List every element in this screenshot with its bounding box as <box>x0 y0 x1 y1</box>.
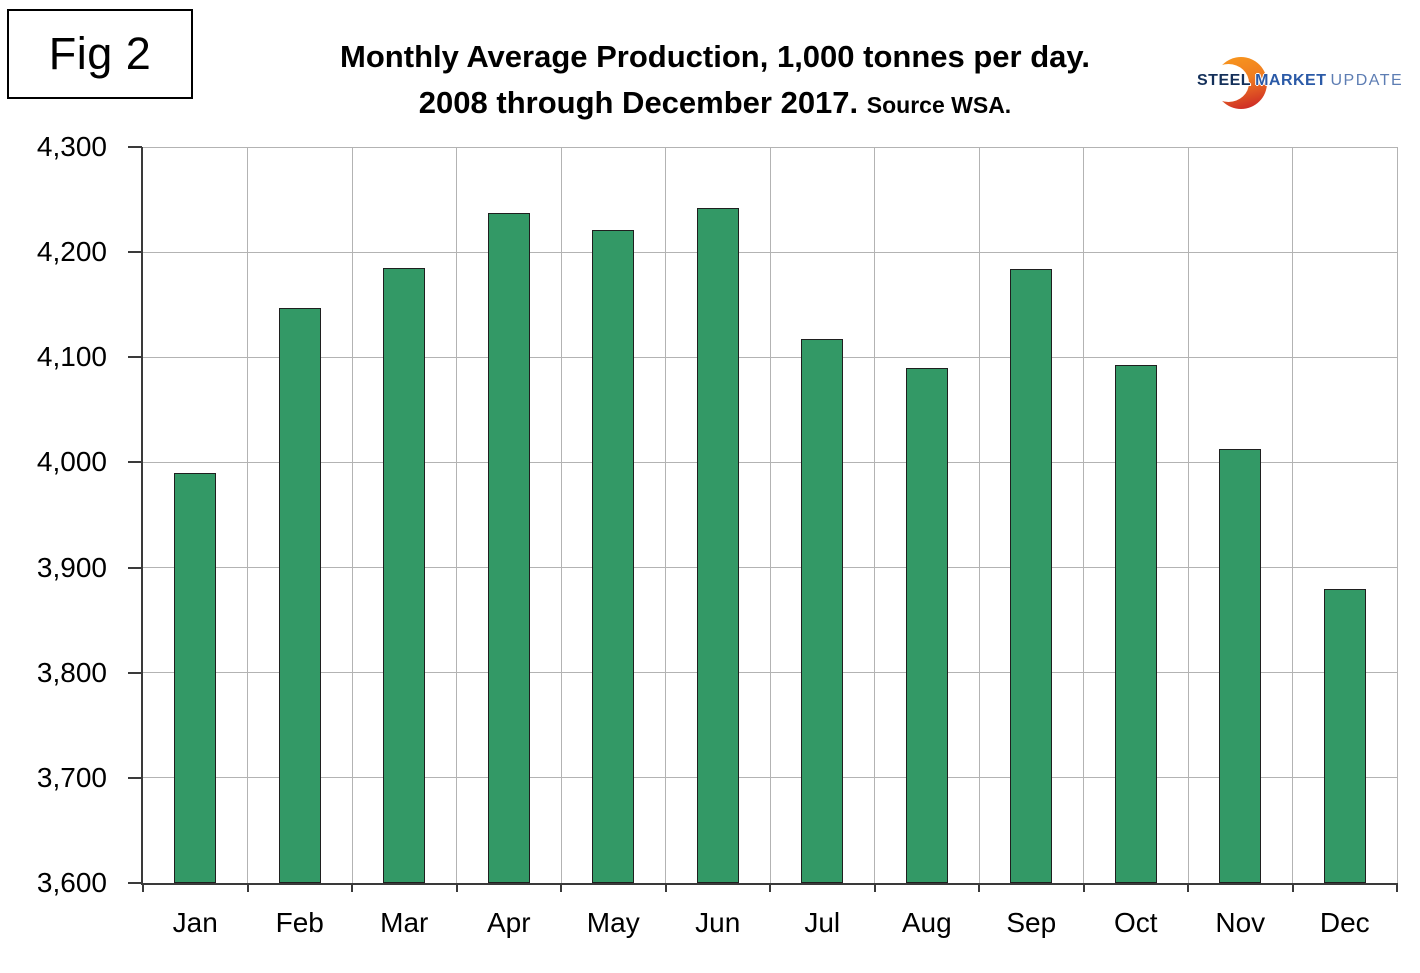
y-tick <box>128 776 142 779</box>
x-tick <box>769 883 771 892</box>
v-gridline <box>1292 147 1293 883</box>
x-tick-label: Jul <box>804 907 841 938</box>
y-tick-label: 3,800 <box>36 656 107 688</box>
figure-label-box: Fig 2 <box>7 9 193 99</box>
bar-nov <box>1219 448 1262 883</box>
bar-feb <box>278 307 321 883</box>
bar-jul <box>801 339 844 883</box>
y-tick <box>128 566 142 569</box>
y-tick-label: 3,600 <box>36 867 107 898</box>
chart-title-period: 2008 through December 2017. <box>418 85 859 120</box>
figure-label: Fig 2 <box>48 28 152 79</box>
y-tick <box>128 882 142 884</box>
x-tick-label: Jun <box>695 907 741 938</box>
y-tick-label: 3,700 <box>36 761 107 793</box>
bar-apr <box>487 213 530 883</box>
x-tick <box>351 883 353 892</box>
x-tick-label: May <box>586 907 640 938</box>
logo-crescent-icon <box>1208 57 1267 109</box>
v-gridline <box>247 147 248 883</box>
chart-title: Monthly Average Production, 1,000 tonnes… <box>250 34 1180 128</box>
y-tick <box>128 461 142 464</box>
x-tick-label: Oct <box>1113 907 1158 938</box>
v-gridline <box>456 147 457 883</box>
v-gridline <box>1083 147 1084 883</box>
x-tick <box>1082 883 1085 892</box>
y-tick-label: 4,200 <box>36 236 107 268</box>
y-axis-line <box>141 147 143 883</box>
y-tick <box>128 356 142 359</box>
chart-title-line2: 2008 through December 2017. Source WSA. <box>250 80 1180 128</box>
logo-text: STEEL MARKET UPDATE <box>1197 72 1403 90</box>
x-tick <box>1291 883 1294 892</box>
x-tick <box>1187 883 1189 892</box>
h-gridline <box>143 461 1397 463</box>
y-tick-label: 3,900 <box>36 551 107 583</box>
x-tick-label: Mar <box>380 907 429 938</box>
bar-aug <box>905 367 948 883</box>
x-tick <box>978 883 980 892</box>
y-tick <box>128 146 142 148</box>
bar-jan <box>174 472 217 883</box>
bar-sep <box>1010 268 1053 883</box>
x-tick <box>873 883 876 892</box>
h-gridline <box>143 672 1397 674</box>
x-tick-label: Dec <box>1319 907 1370 938</box>
logo-word-market: MARKET <box>1255 72 1327 89</box>
v-gridline <box>351 147 353 883</box>
logo-word-steel: STEEL <box>1197 72 1252 89</box>
h-gridline <box>143 251 1397 253</box>
x-tick-label: Nov <box>1215 907 1266 938</box>
chart-source-note: Source WSA. <box>866 92 1012 118</box>
v-gridline <box>874 147 875 883</box>
x-tick <box>1396 883 1398 892</box>
bar-mar <box>383 267 426 883</box>
y-tick <box>128 671 142 674</box>
y-tick-label: 4,300 <box>36 131 107 162</box>
h-gridline <box>143 567 1397 569</box>
chart-title-line1: Monthly Average Production, 1,000 tonnes… <box>340 39 1090 74</box>
logo-word-update: UPDATE <box>1330 72 1404 89</box>
v-gridline <box>978 147 980 883</box>
v-gridline <box>560 147 562 883</box>
x-tick <box>246 883 249 892</box>
bar-oct <box>1114 364 1157 883</box>
x-tick <box>560 883 562 892</box>
x-tick <box>455 883 458 892</box>
x-tick-label: Apr <box>486 907 531 938</box>
x-tick-label: Jan <box>172 907 218 938</box>
bar-may <box>592 230 635 883</box>
h-gridline <box>143 146 1397 148</box>
y-tick-label: 4,100 <box>36 341 107 373</box>
y-tick <box>128 251 142 254</box>
y-tick-label: 4,000 <box>36 446 107 478</box>
x-tick-label: Feb <box>275 907 324 938</box>
v-gridline <box>1187 147 1189 883</box>
x-tick <box>664 883 667 892</box>
x-tick <box>142 883 144 892</box>
v-gridline <box>665 147 666 883</box>
h-gridline <box>143 356 1397 358</box>
v-gridline <box>769 147 771 883</box>
v-gridline <box>1396 147 1398 883</box>
bar-jun <box>696 207 739 883</box>
x-tick-label: Sep <box>1006 907 1057 938</box>
bar-dec <box>1323 588 1366 883</box>
x-tick-label: Aug <box>901 907 952 938</box>
logo-crescent-cutout <box>1208 64 1249 102</box>
h-gridline <box>143 777 1397 779</box>
steel-market-update-logo: STEEL MARKET UPDATE <box>1195 48 1402 112</box>
